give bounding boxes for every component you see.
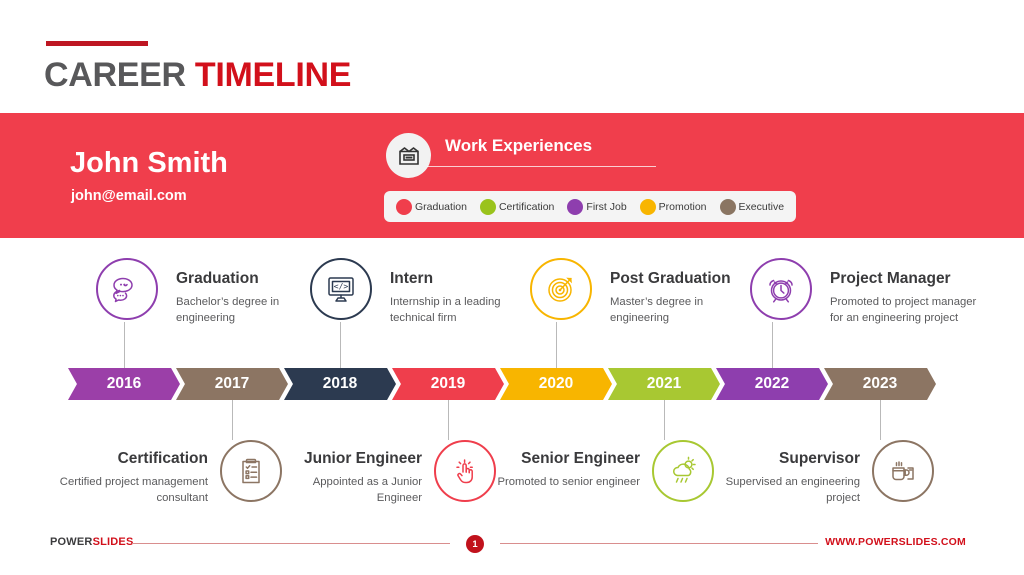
timeline-chevron-2020[interactable]: 2020	[500, 368, 612, 400]
code-monitor-icon: </>	[310, 258, 372, 320]
milestone-description: Supervised an engineering project	[725, 476, 860, 505]
footer-logo-part1: POWER	[50, 536, 93, 548]
archive-folder-icon	[386, 133, 431, 178]
milestone-connector-line	[340, 322, 341, 368]
milestone-top-post-graduation[interactable]: Post Graduation Master’s degree in engine…	[530, 258, 760, 348]
footer-divider-left	[132, 543, 450, 544]
milestone-bottom-certification[interactable]: Certification Certified project managemen…	[43, 444, 208, 514]
legend-color-dot	[396, 198, 412, 215]
milestone-title: Senior Engineer	[521, 450, 640, 467]
milestone-connector-line	[448, 400, 449, 440]
timeline-chevron-row: 2016 2017 2018 2019 2020 2021 2022 2023	[68, 368, 936, 400]
milestone-connector-line	[232, 400, 233, 440]
milestone-description: Master’s degree in engineering	[610, 296, 704, 325]
timeline-year-label: 2016	[106, 375, 142, 392]
timeline-year-label: 2022	[754, 375, 790, 392]
cloud-sun-weather-icon	[652, 440, 714, 502]
milestone-connector-line	[772, 322, 773, 368]
pointing-hand-icon	[434, 440, 496, 502]
legend-item-label: Graduation	[415, 200, 467, 213]
page-number-badge: 1	[466, 535, 484, 553]
legend-item-label: Promotion	[658, 200, 707, 213]
milestone-bottom-senior-engineer[interactable]: Senior Engineer Promoted to senior engine…	[490, 444, 640, 514]
milestone-title: Graduation	[176, 270, 259, 287]
legend-color-dot	[639, 198, 656, 215]
legend-item-graduation[interactable]: Graduation	[396, 198, 467, 215]
timeline-year-label: 2023	[862, 375, 898, 392]
milestone-connector-line	[556, 322, 557, 368]
legend-item-promotion[interactable]: Promotion	[639, 198, 707, 215]
chat-bubbles-icon	[96, 258, 158, 320]
footer-logo: POWERSLIDES	[50, 536, 134, 548]
coffee-mug-icon	[872, 440, 934, 502]
milestone-title: Post Graduation	[610, 270, 731, 287]
milestone-bottom-supervisor[interactable]: Supervisor Supervised an engineering proj…	[705, 444, 860, 514]
clipboard-checklist-icon	[220, 440, 282, 502]
timeline-year-label: 2021	[646, 375, 682, 392]
milestone-description: Bachelor’s degree in engineering	[176, 296, 280, 325]
title-accent-rule	[46, 41, 148, 46]
timeline-year-label: 2018	[322, 375, 358, 392]
milestone-description: Appointed as a Junior Engineer	[312, 476, 422, 505]
milestone-bottom-junior-engineer[interactable]: Junior Engineer Appointed as a Junior Eng…	[272, 444, 422, 514]
timeline-chevron-2017[interactable]: 2017	[176, 368, 288, 400]
page-title-part2: TIMELINE	[194, 56, 352, 94]
timeline-year-label: 2019	[430, 375, 466, 392]
timeline-chevron-2023[interactable]: 2023	[824, 368, 936, 400]
legend-item-label: Executive	[738, 200, 785, 213]
legend-item-first-job[interactable]: First Job	[567, 198, 627, 215]
milestone-title: Certification	[117, 450, 208, 467]
legend-color-dot	[719, 198, 736, 215]
footer-logo-part2: SLIDES	[92, 536, 134, 548]
section-title: Work Experiences	[445, 136, 593, 155]
milestone-top-project-manager[interactable]: Project Manager Promoted to project manag…	[750, 258, 990, 348]
timeline-chevron-2022[interactable]: 2022	[716, 368, 828, 400]
timeline-chevron-2021[interactable]: 2021	[608, 368, 720, 400]
milestone-title: Project Manager	[830, 270, 951, 287]
timeline-chevron-2016[interactable]: 2016	[68, 368, 180, 400]
legend-item-certification[interactable]: Certification	[479, 198, 555, 215]
timeline-year-label: 2020	[538, 375, 574, 392]
milestone-top-graduation[interactable]: Graduation Bachelor’s degree in engineeri…	[96, 258, 316, 348]
footer-divider-right	[500, 543, 818, 544]
legend-color-dot	[567, 198, 584, 215]
timeline-year-label: 2017	[214, 375, 250, 392]
person-name: John Smith	[70, 147, 228, 179]
milestone-description: Internship in a leading technical firm	[390, 296, 501, 325]
milestone-title: Junior Engineer	[304, 450, 422, 467]
legend-item-label: First Job	[586, 200, 627, 213]
milestone-top-intern[interactable]: </> Intern Internship in a leading technic…	[310, 258, 530, 348]
milestone-connector-line	[880, 400, 881, 440]
milestone-title: Intern	[390, 270, 434, 287]
milestone-connector-line	[664, 400, 665, 440]
target-dart-icon	[530, 258, 592, 320]
footer-url: WWW.POWERSLIDES.COM	[825, 536, 966, 548]
milestone-description: Promoted to project manager for an engin…	[830, 296, 977, 325]
legend-item-executive[interactable]: Executive	[719, 198, 785, 215]
svg-text:</>: </>	[334, 282, 349, 291]
legend-item-label: Certification	[498, 200, 555, 213]
page-title-part1: CAREER	[44, 56, 195, 94]
section-title-underline	[427, 166, 656, 167]
milestone-description: Promoted to senior engineer	[497, 476, 640, 488]
milestone-connector-line	[124, 322, 125, 368]
milestone-title: Supervisor	[779, 450, 860, 467]
person-email: john@email.com	[71, 188, 187, 204]
timeline-chevron-2018[interactable]: 2018	[284, 368, 396, 400]
milestone-description: Certified project management consultant	[59, 476, 208, 505]
legend: Graduation Certification First Job Promotio…	[384, 191, 797, 222]
legend-color-dot	[479, 198, 496, 215]
timeline-chevron-2019[interactable]: 2019	[392, 368, 504, 400]
page-title: CAREER TIMELINE	[44, 56, 351, 95]
alarm-clock-icon	[750, 258, 812, 320]
